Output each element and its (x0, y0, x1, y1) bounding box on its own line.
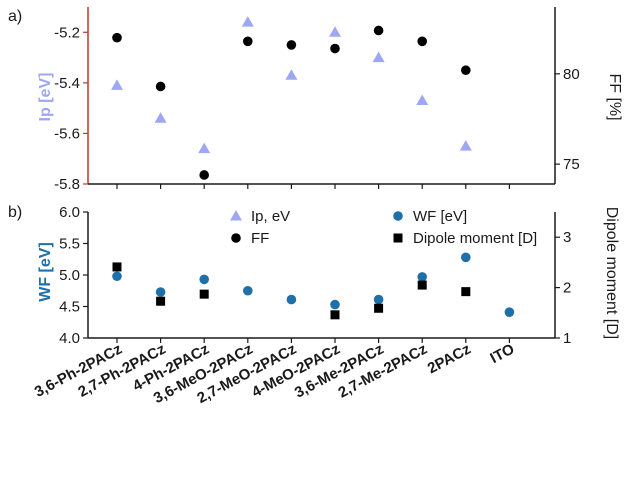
legend-label: WF [eV] (413, 208, 467, 225)
panel-a-ip-ev-point (329, 26, 341, 36)
panel-b-wf-ev-point (417, 272, 427, 282)
panel-a-ip-ev-point (242, 16, 254, 27)
panel-a-y-tick-label: -5.6 (54, 125, 80, 142)
panel-b-wf-ev-point (199, 275, 209, 285)
panel-b-wf-ev-point (461, 253, 471, 263)
panel-b-y2-tick-label: 1 (563, 330, 571, 347)
panel-a-label: a) (8, 8, 22, 25)
panel-b-wf-ev-point (243, 286, 253, 296)
panel-a-ff-point (461, 65, 471, 75)
panel-a-y2-tick-label: 80 (563, 66, 580, 83)
panel-a-ip-ev-point (373, 52, 385, 63)
panel-b-y-axis-title: WF [eV] (37, 242, 54, 302)
panel-a-y-tick-label: -5.4 (54, 75, 80, 92)
panel-a-ff-point (199, 170, 209, 180)
panel-a-y-tick-label: -5.2 (54, 24, 80, 41)
panel-a-ff-point (112, 33, 122, 43)
legend-marker-circle (231, 233, 241, 243)
panel-a-ip-ev-point (285, 69, 297, 80)
panel-b-dipole-moment-d-point (156, 297, 165, 306)
panel-b-dipole-moment-d-point (374, 304, 383, 313)
panel-a-ff-point (156, 82, 166, 92)
panel-b-y-tick-label: 6.0 (59, 204, 80, 221)
panel-a-ip-ev-point (111, 79, 123, 90)
panel-b: b) WF [eV] Dipole moment [D] 4.0 4.5 5.0 5.… (8, 204, 620, 347)
panel-b-y-tick-label: 5.0 (59, 267, 80, 284)
panel-a-ff-point (417, 37, 427, 47)
legend: Ip, eV WF [eV] FF Dipole moment [D] (230, 208, 537, 247)
panel-b-wf-ev-point (287, 295, 297, 305)
panel-a-marks (111, 16, 472, 180)
panel-b-y2-tick-label: 3 (563, 229, 571, 246)
panel-a-y2-tick-label: 75 (563, 156, 580, 173)
panel-b-label: b) (8, 204, 22, 221)
legend-marker-circle (393, 211, 403, 221)
panel-a: a) Ip [eV] FF [%] -5.8 -5.6 -5.4 -5.2 75 80 (8, 7, 623, 193)
panel-b-dipole-moment-d-point (461, 287, 470, 296)
panel-b-y-tick-label: 4.0 (59, 330, 80, 347)
panel-b-y2-tick-label: 2 (563, 280, 571, 297)
panel-a-y2-axis-title: FF [%] (606, 73, 623, 120)
panel-b-dipole-moment-d-point (331, 310, 340, 319)
panel-b-wf-ev-point (156, 287, 166, 297)
legend-marker-square (394, 234, 403, 243)
panel-b-y2-axis-title: Dipole moment [D] (603, 207, 620, 340)
legend-label: FF (251, 230, 269, 247)
panel-a-ip-ev-point (155, 112, 167, 123)
panel-b-dipole-moment-d-point (200, 290, 209, 299)
panel-b-y-tick-label: 5.5 (59, 236, 80, 253)
panel-b-marks (112, 253, 514, 320)
panel-a-ip-ev-point (198, 143, 210, 154)
legend-marker-triangle (230, 210, 242, 221)
panel-b-y-tick-label: 4.5 (59, 299, 80, 316)
category-label: 2PACz (425, 341, 474, 378)
panel-a-ff-point (330, 44, 340, 54)
panel-a-ip-ev-point (416, 95, 428, 106)
panel-a-ff-point (374, 26, 384, 36)
panel-b-dipole-moment-d-point (113, 262, 122, 271)
panel-a-ff-point (287, 40, 297, 50)
panel-a-axes: -5.8 -5.6 -5.4 -5.2 75 80 (54, 7, 580, 193)
panel-a-ip-ev-point (460, 140, 472, 151)
category-labels: 3,6-Ph-2PACz2,7-Ph-2PACz4-Ph-2PACz3,6-Me… (32, 340, 518, 407)
panel-b-wf-ev-point (374, 295, 384, 305)
panel-a-ff-point (243, 37, 253, 47)
panel-b-axes: 4.0 4.5 5.0 5.5 6.0 1 2 3 (59, 204, 571, 347)
legend-label: Dipole moment [D] (413, 230, 537, 247)
panel-b-wf-ev-point (505, 307, 515, 317)
category-label: ITO (487, 340, 517, 367)
panel-a-y-axis-title: Ip [eV] (37, 73, 54, 122)
panel-a-y-tick-label: -5.8 (54, 176, 80, 193)
panel-b-wf-ev-point (112, 271, 122, 281)
panel-b-wf-ev-point (330, 300, 340, 310)
panel-b-dipole-moment-d-point (418, 281, 427, 290)
legend-label: Ip, eV (251, 208, 290, 225)
